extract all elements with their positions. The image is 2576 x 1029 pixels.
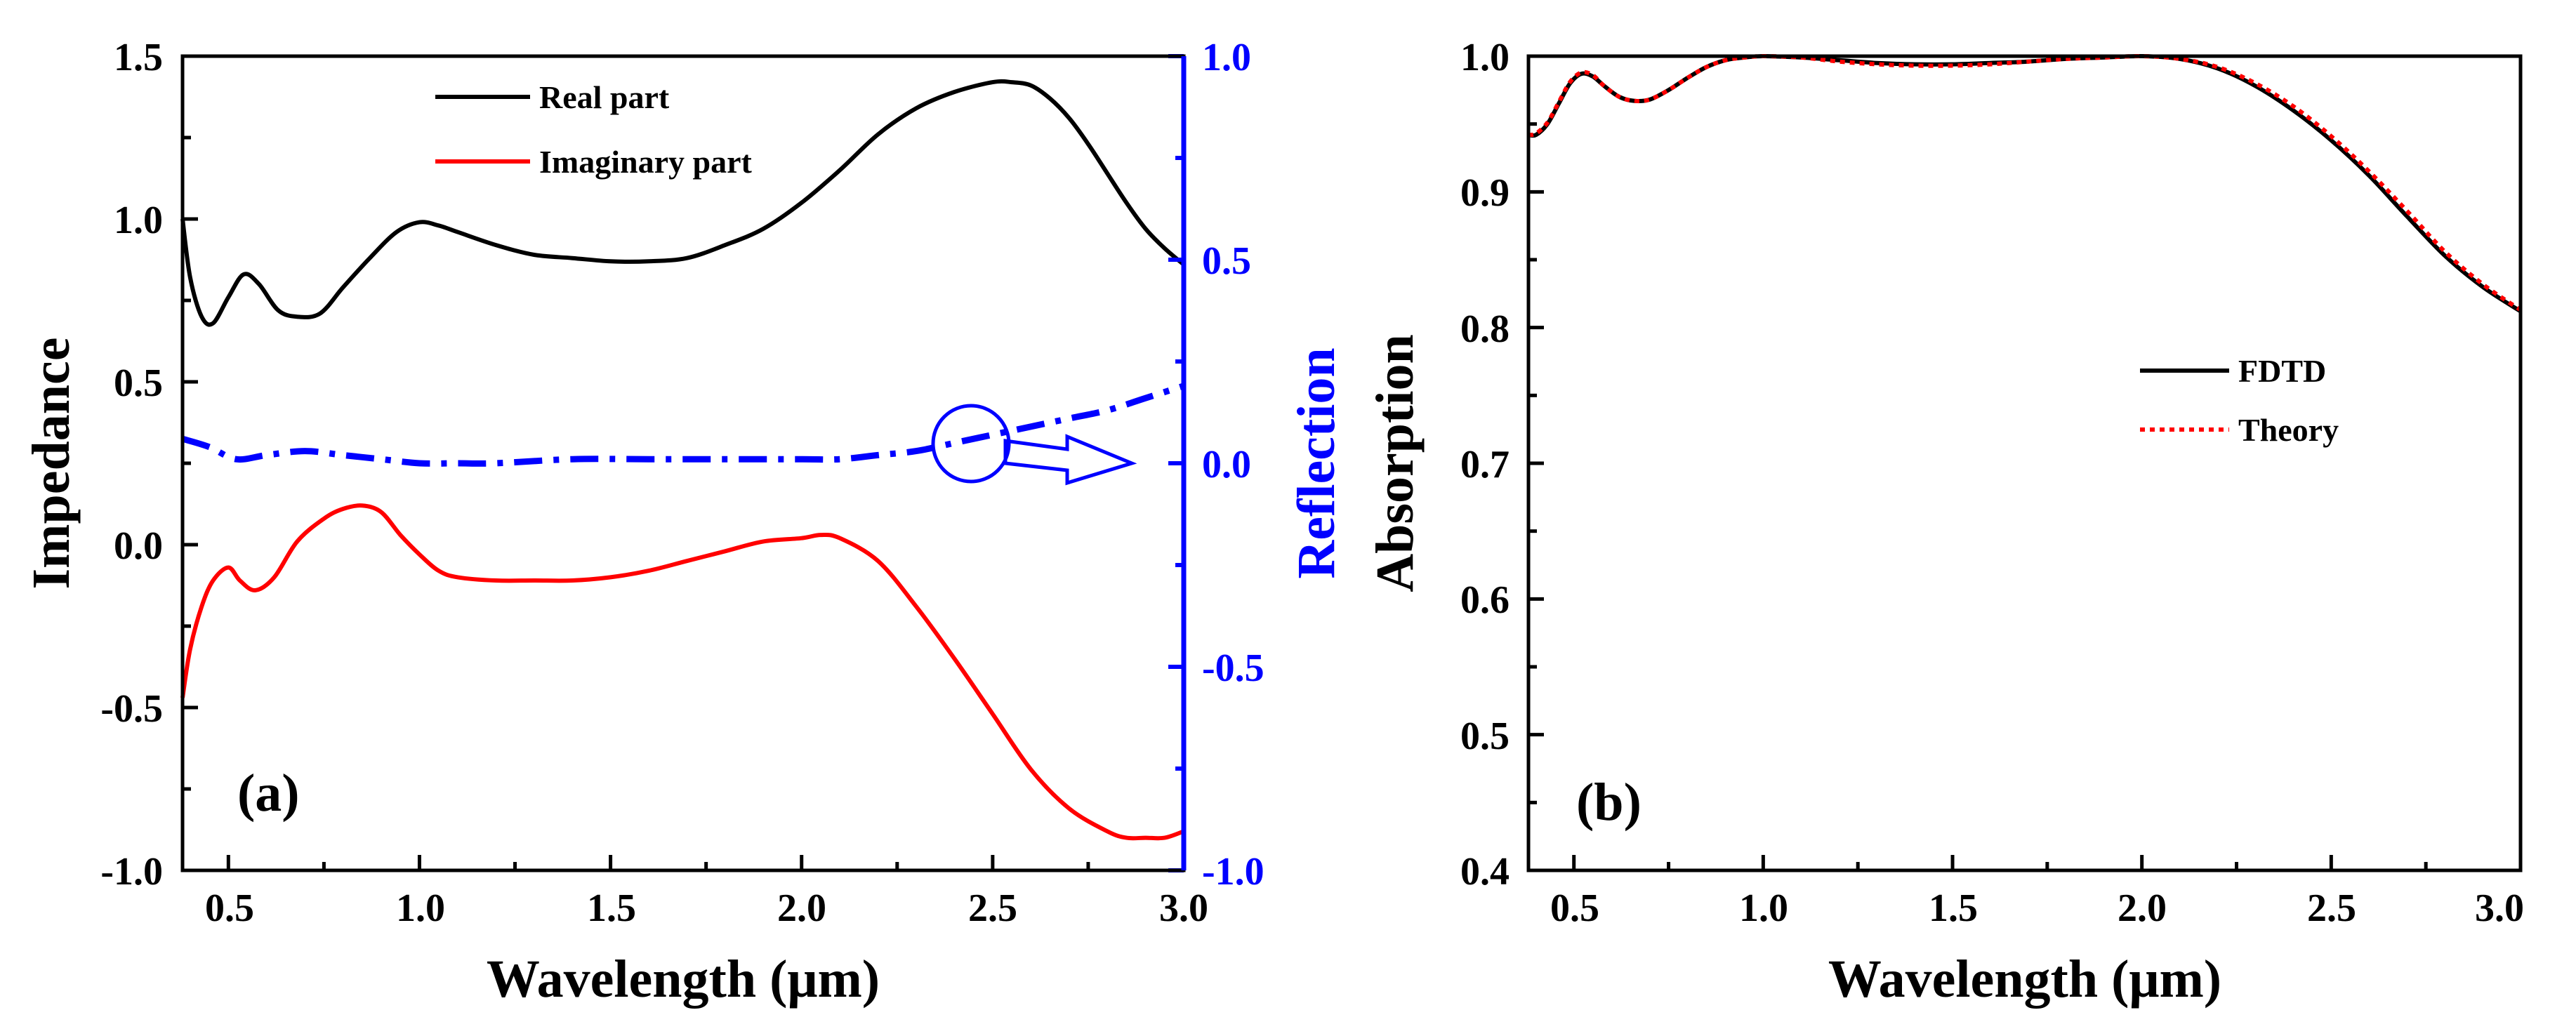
a-y2tick-label: 1.0 <box>1202 36 1251 79</box>
b-ytick-label: 0.7 <box>1460 443 1510 486</box>
a-ytick-label: -1.0 <box>100 850 163 894</box>
b-xtick-label: 1.5 <box>1929 887 1978 930</box>
legend-label-real: Real part <box>539 79 670 115</box>
b-ytick-label: 0.6 <box>1460 578 1510 622</box>
a-y2tick-label: 0.0 <box>1202 443 1251 486</box>
b-xtick-label: 0.5 <box>1550 887 1599 930</box>
a-xtick-label: 0.5 <box>205 887 254 930</box>
a-xtick-label: 1.5 <box>587 887 636 930</box>
legend-label-theory: Theory <box>2238 412 2339 448</box>
a-y2tick-label: -1.0 <box>1202 850 1264 894</box>
b-xtick-label: 2.0 <box>2118 887 2167 930</box>
panel-a-data-lines <box>180 79 1185 841</box>
annotation-circle <box>931 404 1011 484</box>
b-xtick-label: 3.0 <box>2475 887 2524 930</box>
a-xtick-label: 3.0 <box>1159 887 1208 930</box>
a-xtick-label: 2.5 <box>968 887 1017 930</box>
legend-label-imaginary: Imaginary part <box>539 144 753 180</box>
annotation-arrow-icon <box>1003 434 1137 486</box>
a-ytick-label: 0.5 <box>114 361 163 405</box>
panel-b-data-lines <box>1528 53 2522 314</box>
b-xtick-label: 1.0 <box>1739 887 1788 930</box>
b-ytick-label: 0.5 <box>1460 715 1510 758</box>
legend-label-fdtd: FDTD <box>2238 353 2326 389</box>
b-ytick-label: 0.8 <box>1460 307 1510 351</box>
b-y-axis-title: Absorption <box>1366 334 1425 592</box>
a-x-axis-title: Wavelength (μm) <box>487 950 880 1009</box>
a-ytick-label: -0.5 <box>100 687 163 731</box>
a-ytick-label: 0.0 <box>114 524 163 568</box>
panel-a-legend: Real part Imaginary part <box>435 79 753 180</box>
real-part-line <box>180 79 1185 327</box>
a-xtick-label: 1.0 <box>396 887 445 930</box>
panel-a-label: (a) <box>237 764 300 823</box>
a-ytick-label: 1.0 <box>114 199 163 242</box>
panel-a-impedance-chart: Real part Imaginary part -1.0 -0.5 0.0 0… <box>22 36 1346 1009</box>
panel-b-absorption-chart: FDTD Theory 0.4 0.5 0.6 0.7 0.8 0.9 1.0 … <box>1366 36 2524 1009</box>
a-xtick-label: 2.0 <box>777 887 826 930</box>
a-y2tick-label: 0.5 <box>1202 239 1251 283</box>
b-xtick-label: 2.5 <box>2307 887 2356 930</box>
reflection-line <box>181 383 1185 467</box>
reflection-annotation <box>931 404 1137 486</box>
panel-b-label: (b) <box>1576 773 1642 832</box>
panel-b-frame <box>1526 54 2523 872</box>
a-y2-axis-title: Reflection <box>1287 347 1346 578</box>
b-ytick-label: 1.0 <box>1460 36 1510 79</box>
a-y-axis-title: Impedance <box>22 338 81 590</box>
b-x-axis-title: Wavelength (μm) <box>1828 950 2221 1009</box>
a-y2tick-label: -0.5 <box>1202 646 1264 690</box>
a-ytick-label: 1.5 <box>114 36 163 79</box>
theory-line <box>1528 53 2522 312</box>
panel-b-legend: FDTD Theory <box>2140 353 2339 448</box>
imaginary-part-line <box>180 503 1185 841</box>
b-ytick-label: 0.9 <box>1460 171 1510 215</box>
b-ytick-label: 0.4 <box>1460 850 1510 894</box>
